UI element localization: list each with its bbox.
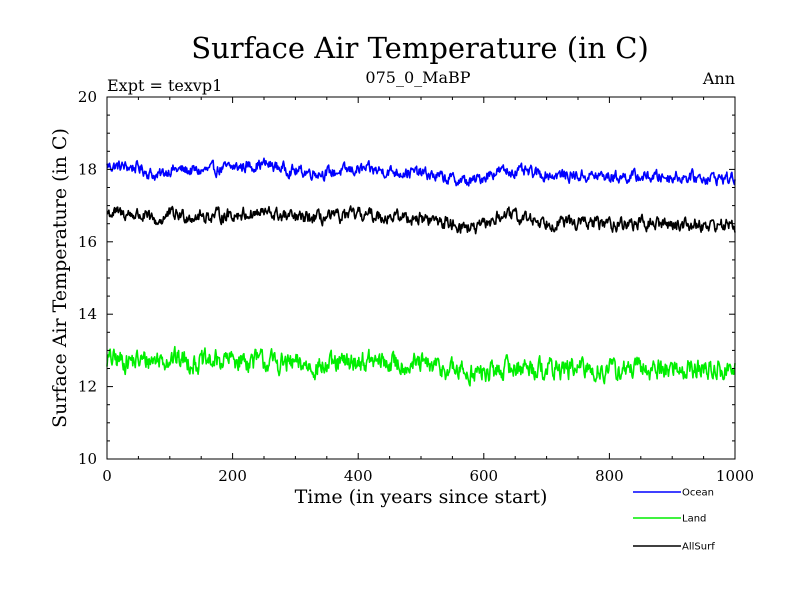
x-tick-label: 1000 [716, 467, 754, 485]
y-tick-label: 18 [78, 160, 97, 178]
chart-title: Surface Air Temperature (in C) [191, 31, 649, 65]
x-tick-label: 0 [102, 467, 112, 485]
y-axis-label: Surface Air Temperature (in C) [49, 128, 71, 428]
subtitle-season: Ann [702, 69, 735, 88]
y-tick-label: 16 [78, 233, 97, 251]
series-line-allsurf [106, 205, 736, 235]
subtitle-period: 075_0_MaBP [365, 68, 470, 87]
x-tick-label: 200 [218, 467, 247, 485]
x-tick-label: 400 [344, 467, 373, 485]
x-tick-label: 600 [469, 467, 498, 485]
legend-label-land: Land [682, 514, 706, 525]
y-tick-label: 14 [78, 305, 97, 323]
subtitle-experiment: Expt = texvp1 [107, 76, 222, 95]
legend-label-ocean: Ocean [682, 488, 714, 499]
series-layer [106, 157, 736, 387]
x-axis-label: Time (in years since start) [295, 486, 548, 508]
y-tick-label: 20 [78, 88, 97, 106]
plot-frame [106, 96, 736, 460]
legend-label-allsurf: AllSurf [682, 542, 715, 553]
x-tick-label: 800 [595, 467, 624, 485]
tick-layer: 0 200 400 600 800 1000 10 12 14 16 18 20 [78, 88, 754, 485]
series-line-land [106, 345, 736, 387]
legend: Ocean Land AllSurf [633, 488, 715, 553]
y-tick-label: 12 [78, 378, 97, 396]
series-line-ocean [106, 157, 736, 187]
y-tick-label: 10 [78, 450, 97, 468]
